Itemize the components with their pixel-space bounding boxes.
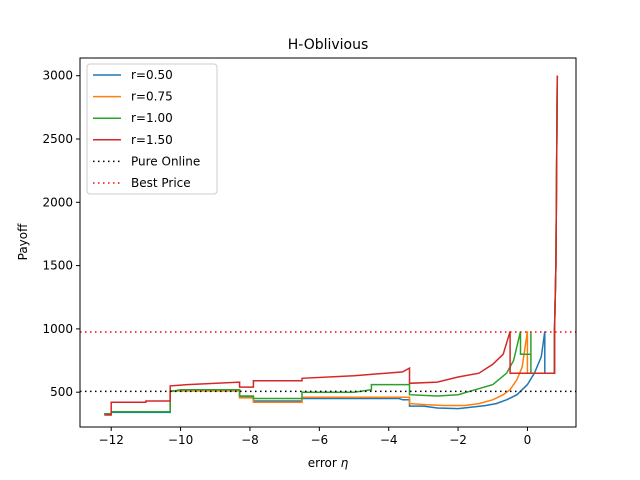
y-tick-label: 1500 xyxy=(42,259,73,273)
x-axis-label-symbol: η xyxy=(341,456,349,470)
series-line-r-1-50 xyxy=(104,75,559,416)
x-axis: −12 −10 −8 −6 −4 −2 0 xyxy=(99,427,532,447)
series-layer xyxy=(80,75,576,416)
x-axis-label-text: error xyxy=(308,456,341,470)
legend-label-r-0-75: r=0.75 xyxy=(131,90,173,104)
y-axis: 500 1000 1500 2000 2500 3000 xyxy=(42,69,80,399)
y-axis-label: Payoff xyxy=(16,223,30,260)
y-tick-label: 3000 xyxy=(42,69,73,83)
x-tick-label: −6 xyxy=(310,433,328,447)
x-tick-label: −10 xyxy=(168,433,193,447)
legend-label-r-1-00: r=1.00 xyxy=(131,111,173,125)
x-tick-label: −2 xyxy=(449,433,467,447)
legend-frame xyxy=(86,63,218,195)
plot-frame xyxy=(79,57,577,428)
x-tick-label: −8 xyxy=(241,433,259,447)
y-tick-label: 1000 xyxy=(42,322,73,336)
x-tick-label: 0 xyxy=(524,433,532,447)
legend-label-r-0-50: r=0.50 xyxy=(131,68,173,82)
chart-title: H-Oblivious xyxy=(288,37,369,53)
series-line-r-1-00 xyxy=(104,75,559,415)
x-tick-label: −4 xyxy=(380,433,398,447)
legend-label-pure-online: Pure Online xyxy=(131,154,200,168)
y-tick-label: 2000 xyxy=(42,195,73,209)
y-tick-label: 2500 xyxy=(42,132,73,146)
y-tick-label: 500 xyxy=(50,385,73,399)
legend: r=0.50 r=0.75 r=1.00 r=1.50 Pure Online Best … xyxy=(86,63,218,195)
legend-label-r-1-50: r=1.50 xyxy=(131,133,173,147)
x-tick-label: −12 xyxy=(99,433,124,447)
series-line-r-0-75 xyxy=(104,75,559,415)
x-axis-label: error η xyxy=(308,456,349,470)
legend-label-best-price: Best Price xyxy=(131,176,191,190)
